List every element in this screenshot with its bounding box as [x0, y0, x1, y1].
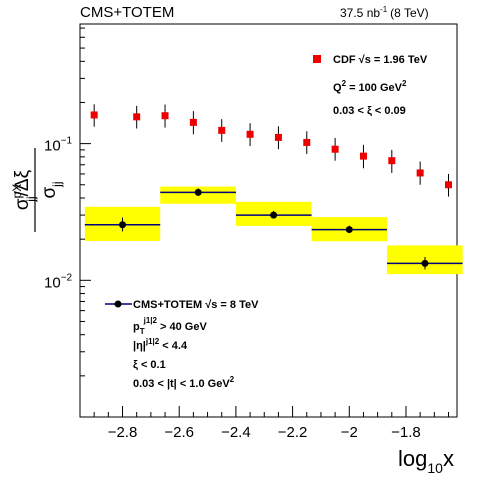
- cdf-point: [359, 152, 367, 160]
- cdf-point: [246, 130, 254, 138]
- collaboration-label: CMS+TOTEM: [80, 4, 174, 21]
- cms-totem-series: [84, 188, 463, 270]
- cdf-point: [90, 111, 98, 119]
- cms-legend-t: 0.03 < |t| < 1.0 GeV2: [133, 375, 235, 390]
- cdf-point: [388, 157, 396, 165]
- x-tick-label: −2.2: [278, 424, 308, 441]
- cms-legend-xi: ξ < 0.1: [133, 359, 166, 371]
- cdf-legend-marker: [313, 55, 321, 63]
- cdf-point: [189, 118, 197, 126]
- y-tick-label: 10−2: [44, 272, 73, 291]
- cms-legend-pt: pTj1|2 > 40 GeV: [133, 316, 207, 336]
- cdf-legend-q2: Q2 = 100 GeV2: [333, 79, 407, 94]
- y-title-numerator: σpXjj/Δξ: [10, 169, 38, 210]
- cms-point: [119, 221, 127, 229]
- cms-legend: CMS+TOTEM √s = 8 TeV pTj1|2 > 40 GeV |η|…: [105, 299, 259, 390]
- cms-legend-eta: |η|j1|2 < 4.4: [133, 337, 188, 352]
- x-tick-label: −2.8: [108, 424, 138, 441]
- y-tick-label: 10−1: [44, 136, 73, 155]
- cdf-legend-label: CDF √s = 1.96 TeV: [333, 54, 428, 66]
- x-tick-label: −2.4: [221, 424, 251, 441]
- cdf-point: [444, 181, 452, 189]
- y-title-denominator: σjj: [39, 181, 64, 198]
- cms-point: [421, 259, 429, 267]
- cms-legend-label: CMS+TOTEM √s = 8 TeV: [133, 299, 259, 311]
- luminosity-label: 37.5 nb-1 (8 TeV): [340, 5, 429, 20]
- cdf-point: [303, 138, 311, 146]
- cms-point: [194, 188, 202, 196]
- y-axis: 10−1 10−2: [44, 27, 91, 418]
- cms-legend-marker: [114, 300, 122, 308]
- cdf-point: [331, 145, 339, 153]
- x-tick-label: −2: [341, 424, 358, 441]
- cdf-point: [218, 126, 226, 134]
- cdf-point: [161, 112, 169, 120]
- x-tick-label: −1.8: [391, 424, 421, 441]
- x-axis: −2.8 −2.6 −2.4 −2.2 −2 −1.8: [79, 406, 449, 441]
- cdf-point: [133, 113, 141, 121]
- cdf-legend: CDF √s = 1.96 TeV Q2 = 100 GeV2 0.03 < ξ…: [313, 54, 428, 117]
- cdf-series: [90, 104, 452, 197]
- cms-point: [270, 211, 278, 219]
- cdf-point: [274, 133, 282, 141]
- x-axis-title: log10x: [398, 446, 454, 476]
- plot-frame: [79, 23, 458, 418]
- cms-point: [345, 226, 353, 234]
- x-tick-label: −2.6: [164, 424, 194, 441]
- cdf-legend-xi: 0.03 < ξ < 0.09: [333, 105, 406, 117]
- systematic-bands: [84, 186, 463, 275]
- y-axis-title: σpXjj/Δξ σjj: [10, 148, 64, 232]
- cdf-point: [416, 169, 424, 177]
